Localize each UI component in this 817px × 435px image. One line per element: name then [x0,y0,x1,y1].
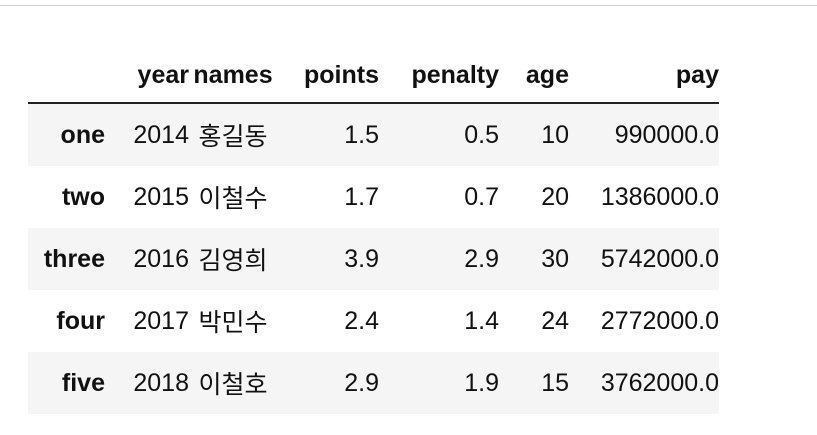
column-header-year: year [105,48,189,104]
cell-names: 홍길동 [198,123,268,151]
cell-age: 20 [541,182,569,211]
cell-pay: 5742000.0 [600,244,719,273]
row-index: one [60,120,105,149]
cell-pay: 3762000.0 [600,368,719,397]
row-index: two [61,182,105,211]
cell-points: 2.4 [344,306,379,335]
cell-penalty: 0.7 [464,182,499,211]
column-header-penalty: penalty [379,48,499,104]
cell-age: 24 [541,306,569,335]
cell-pay: 1386000.0 [600,182,719,211]
table-row: three 2016 김영희 3.9 2.9 30 5742000.0 [28,228,719,290]
row-index: three [43,244,105,273]
cell-penalty: 0.5 [464,120,499,149]
cell-penalty: 1.4 [464,306,499,335]
cell-points: 2.9 [344,368,379,397]
table-row: one 2014 홍길동 1.5 0.5 10 990000.0 [28,103,719,166]
cell-year: 2016 [133,244,189,273]
table-row: two 2015 이철수 1.7 0.7 20 1386000.0 [28,166,719,228]
cell-pay: 2772000.0 [600,306,719,335]
cell-points: 3.9 [344,244,379,273]
cell-names: 이철호 [198,371,268,399]
cell-age: 15 [541,368,569,397]
cell-names: 이철수 [198,185,268,213]
row-index: five [61,368,105,397]
cell-penalty: 1.9 [464,368,499,397]
row-index: four [56,306,105,335]
cell-points: 1.5 [344,120,379,149]
column-header-names: names [189,48,277,104]
cell-age: 30 [541,244,569,273]
output-cell-frame [0,0,817,6]
column-header-points: points [277,48,379,104]
cell-year: 2018 [133,368,189,397]
column-header-pay: pay [569,48,719,104]
table-header: year names points penalty age pay [28,48,719,104]
table-body: one 2014 홍길동 1.5 0.5 10 990000.0 two 201… [28,103,719,414]
cell-year: 2017 [133,306,189,335]
cell-penalty: 2.9 [464,244,499,273]
header-row: year names points penalty age pay [28,48,719,104]
index-header [28,48,105,104]
cell-age: 10 [541,120,569,149]
cell-names: 김영희 [198,247,268,275]
table-row: five 2018 이철호 2.9 1.9 15 3762000.0 [28,352,719,414]
cell-points: 1.7 [344,182,379,211]
cell-year: 2015 [133,182,189,211]
column-header-age: age [499,48,569,104]
table-row: four 2017 박민수 2.4 1.4 24 2772000.0 [28,290,719,352]
cell-names: 박민수 [198,309,268,337]
cell-pay: 990000.0 [614,120,719,149]
cell-year: 2014 [133,120,189,149]
dataframe-table: year names points penalty age pay one 20… [28,48,719,414]
